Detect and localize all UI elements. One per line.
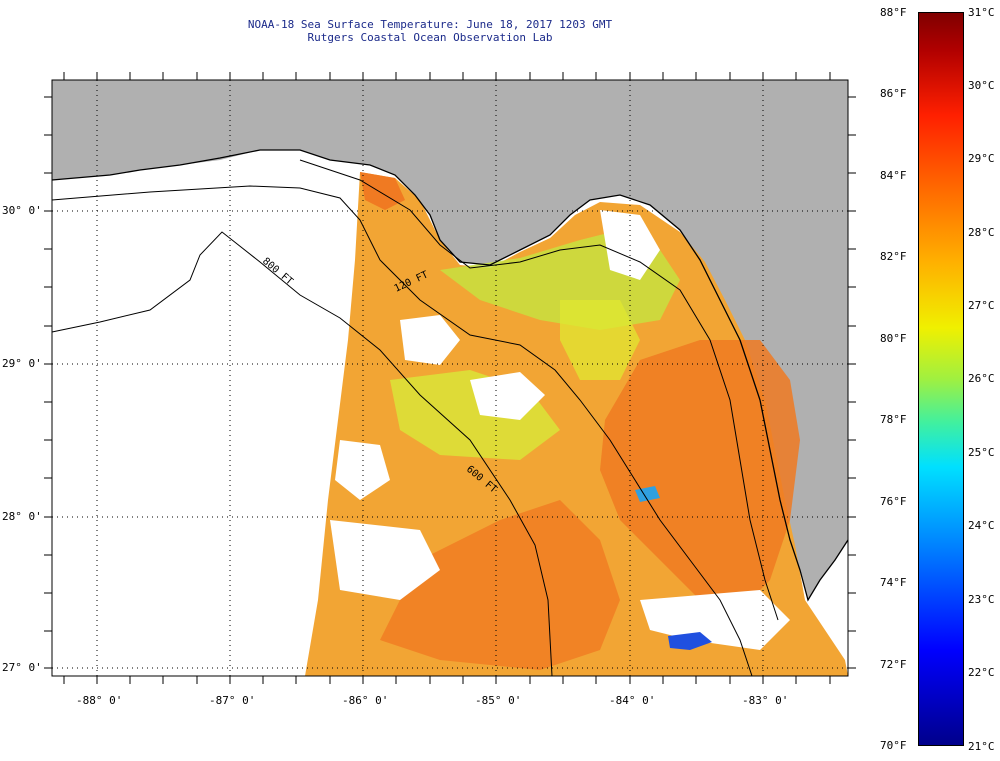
colorbar-f-tick: 80°F xyxy=(880,332,907,345)
coastline xyxy=(51,149,849,602)
lon-label-87: -87° 0' xyxy=(209,694,256,707)
land-mass xyxy=(52,80,848,600)
colorbar-c-tick: 26°C xyxy=(968,372,995,385)
colorbar-f-tick: 74°F xyxy=(880,576,907,589)
colorbar xyxy=(918,12,964,746)
contour-600ft xyxy=(299,159,779,621)
colorbar-c-tick: 24°C xyxy=(968,519,995,532)
lat-label-30: 30° 0' xyxy=(2,204,42,217)
colorbar-c-tick: 23°C xyxy=(968,593,995,606)
contour-120ft xyxy=(51,185,753,677)
cloud-patch-2 xyxy=(470,372,545,420)
colorbar-c-tick: 21°C xyxy=(968,740,995,753)
map-subtitle: Rutgers Coastal Ocean Observation Lab xyxy=(307,31,553,44)
ocean-hot-region-south xyxy=(380,500,620,670)
colorbar-f-tick: 78°F xyxy=(880,413,907,426)
colorbar-c-tick: 29°C xyxy=(968,152,995,165)
colorbar-f-tick: 88°F xyxy=(880,6,907,19)
colorbar-c-tick: 31°C xyxy=(968,6,995,19)
lon-label-83: -83° 0' xyxy=(742,694,789,707)
colorbar-c-tick: 28°C xyxy=(968,226,995,239)
lat-label-28: 28° 0' xyxy=(2,510,42,523)
lat-label-29: 29° 0' xyxy=(2,357,42,370)
lon-label-86: -86° 0' xyxy=(342,694,389,707)
frame-ticks xyxy=(44,72,856,684)
colorbar-c-tick: 27°C xyxy=(968,299,995,312)
lon-label-88: -88° 0' xyxy=(76,694,123,707)
lon-label-85: -85° 0' xyxy=(475,694,522,707)
cloud-patch xyxy=(400,315,460,365)
colorbar-f-tick: 72°F xyxy=(880,658,907,671)
colorbar-c-tick: 30°C xyxy=(968,79,995,92)
colorbar-f-tick: 76°F xyxy=(880,495,907,508)
contour-800ft xyxy=(51,231,553,677)
colorbar-f-tick: 70°F xyxy=(880,739,907,752)
colorbar-c-tick: 25°C xyxy=(968,446,995,459)
map-title: NOAA-18 Sea Surface Temperature: June 18… xyxy=(247,18,613,31)
colorbar-c-tick: 22°C xyxy=(968,666,995,679)
cloud-patch-3 xyxy=(330,520,440,600)
colorbar-f-tick: 84°F xyxy=(880,169,907,182)
lat-label-27: 27° 0' xyxy=(2,661,42,674)
map-border xyxy=(51,79,849,677)
cold-spot xyxy=(668,632,712,650)
ocean-cool-region-3 xyxy=(560,300,640,380)
colorbar-f-tick: 82°F xyxy=(880,250,907,263)
ocean-hot-region xyxy=(600,340,800,610)
lon-label-84: -84° 0' xyxy=(609,694,656,707)
colorbar-f-tick: 86°F xyxy=(880,87,907,100)
